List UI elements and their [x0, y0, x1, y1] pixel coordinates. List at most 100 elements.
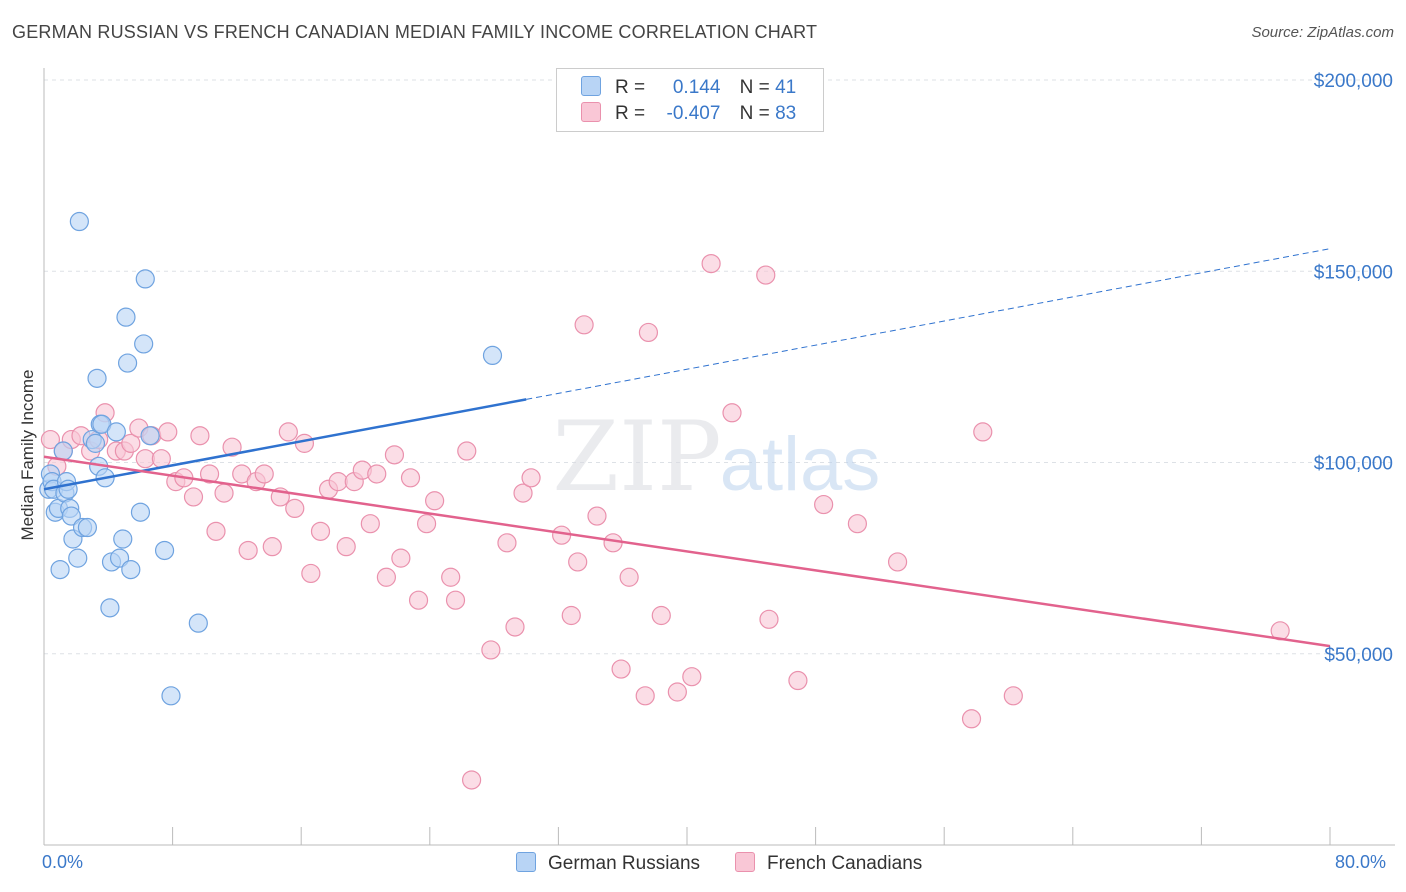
- german-russian-point: [109, 548, 130, 568]
- german-russian-trend-extension: [526, 248, 1331, 400]
- french-canadian-point: [425, 491, 445, 511]
- french-canadian-point: [360, 514, 380, 534]
- french-canadian-point: [310, 521, 331, 541]
- french-canadian-point: [814, 494, 834, 515]
- french-canadian-point: [285, 498, 305, 518]
- french-canadian-point: [973, 422, 993, 442]
- series-swatch-pink: [735, 852, 755, 872]
- french-canadian-point: [408, 590, 429, 610]
- legend-row-german-russians: R = 0.144 N = 41: [581, 76, 796, 100]
- french-canadian-point: [505, 617, 525, 637]
- french-canadian-point: [667, 682, 687, 702]
- french-canadian-point: [887, 552, 908, 572]
- series-legend-french-canadians: French Canadians: [735, 852, 922, 875]
- french-canadian-point: [651, 605, 671, 626]
- french-canadian-point: [294, 433, 315, 453]
- french-canadian-point: [158, 422, 178, 442]
- french-canadian-point: [183, 487, 204, 507]
- french-canadian-point: [587, 506, 607, 526]
- legend-r-label: R =: [615, 77, 646, 98]
- german-russian-point: [135, 269, 155, 289]
- french-canadian-point: [611, 659, 631, 679]
- legend-row-french-canadians: R = -0.407 N = 83: [581, 102, 796, 126]
- source-attribution: Source: ZipAtlas.com: [1251, 24, 1394, 41]
- french-canadian-point: [262, 537, 282, 557]
- german-russian-point: [50, 559, 70, 580]
- y-tick-label: $200,000: [1314, 71, 1393, 92]
- series-swatch-blue: [516, 852, 536, 872]
- german-russian-point: [134, 334, 154, 354]
- german-russian-point: [68, 548, 88, 568]
- legend-n-label: N =: [739, 77, 770, 98]
- german-russian-point: [85, 433, 106, 453]
- german-russian-point: [140, 426, 160, 446]
- french-canadian-point: [121, 433, 141, 453]
- french-canadian-point: [384, 445, 405, 465]
- y-tick-label: $150,000: [1314, 262, 1393, 283]
- correlation-legend: R = 0.144 N = 41 R = -0.407 N = 83: [556, 68, 824, 132]
- french-canadian-point: [574, 315, 594, 335]
- german-russian-point: [77, 517, 98, 538]
- french-canadian-point: [214, 483, 234, 503]
- legend-swatch-pink: [581, 102, 601, 122]
- legend-r-value: 0.144: [672, 77, 721, 98]
- legend-r-label: R =: [615, 103, 646, 124]
- legend-r-value: -0.407: [666, 103, 721, 124]
- german-russian-point: [121, 559, 141, 580]
- german-russian-point: [69, 211, 89, 232]
- french-canadian-point: [328, 472, 348, 492]
- german-russian-point: [188, 613, 208, 633]
- german-russian-point: [106, 422, 126, 442]
- german-russian-trend-line: [43, 398, 527, 491]
- french-canadian-point: [722, 403, 742, 423]
- x-tick-label-min: 0.0%: [42, 852, 84, 872]
- german-russian-point: [100, 598, 120, 618]
- german-russian-point: [53, 441, 73, 461]
- legend-n-label: N =: [739, 103, 770, 124]
- french-canadian-point: [206, 521, 226, 541]
- french-canadian-point: [445, 590, 466, 610]
- french-canadian-point: [376, 567, 396, 587]
- french-canadian-trend-line: [43, 455, 1331, 648]
- french-canadian-point: [638, 322, 659, 343]
- french-canadian-point: [391, 548, 411, 568]
- y-tick-label: $100,000: [1314, 454, 1393, 475]
- french-canadian-point: [682, 667, 702, 687]
- x-tick-label-max: 80.0%: [1335, 852, 1387, 872]
- y-axis-label: Median Family Income: [18, 369, 37, 541]
- french-canadian-point: [568, 552, 588, 572]
- french-canadian-point: [301, 563, 321, 584]
- german-russian-point: [154, 540, 175, 561]
- series-label: German Russians: [548, 853, 701, 874]
- french-canadian-point: [190, 426, 210, 446]
- german-russian-point: [161, 686, 181, 706]
- french-canadian-point: [756, 265, 776, 285]
- french-canadian-point: [635, 686, 655, 706]
- german-russian-point: [87, 368, 107, 388]
- french-canadian-point: [561, 605, 581, 626]
- french-canadian-point: [1003, 686, 1023, 706]
- german-russian-point: [117, 353, 138, 373]
- french-canadian-point: [238, 540, 258, 561]
- french-canadian-point: [759, 609, 779, 629]
- french-canadian-point: [619, 567, 639, 587]
- y-tick-label: $50,000: [1324, 645, 1393, 666]
- french-canadian-point: [603, 533, 623, 553]
- french-canadian-point: [199, 464, 220, 484]
- german-russian-point: [130, 502, 151, 522]
- french-canadian-point: [400, 468, 421, 488]
- series-legend-german-russians: German Russians: [516, 852, 700, 875]
- series-label: French Canadians: [767, 853, 923, 874]
- french-canadian-point: [481, 640, 501, 660]
- french-canadian-point: [278, 422, 298, 442]
- french-canadian-point: [441, 567, 461, 587]
- watermark-atlas: atlas: [720, 422, 881, 507]
- french-canadian-point: [135, 449, 155, 469]
- french-canadian-point: [961, 709, 982, 729]
- german-russian-point: [61, 506, 81, 526]
- watermark-zip: ZIP: [552, 401, 721, 513]
- french-canadian-point: [552, 525, 572, 545]
- french-canadian-point: [513, 483, 533, 503]
- french-canadian-point: [222, 437, 242, 457]
